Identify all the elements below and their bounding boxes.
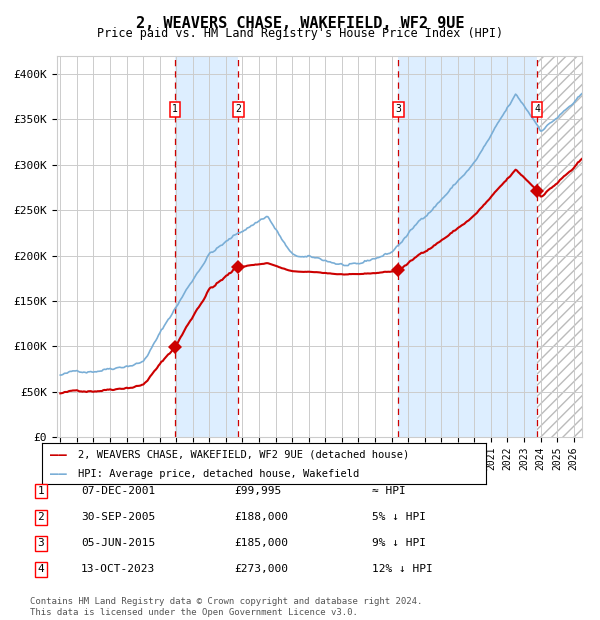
Text: 3: 3 (37, 538, 44, 548)
Text: £185,000: £185,000 (234, 538, 288, 548)
Text: 13-OCT-2023: 13-OCT-2023 (81, 564, 155, 574)
Text: 4: 4 (37, 564, 44, 574)
Text: 2, WEAVERS CHASE, WAKEFIELD, WF2 9UE: 2, WEAVERS CHASE, WAKEFIELD, WF2 9UE (136, 16, 464, 30)
Text: Price paid vs. HM Land Registry's House Price Index (HPI): Price paid vs. HM Land Registry's House … (97, 27, 503, 40)
Text: 1: 1 (172, 104, 178, 114)
Text: HPI: Average price, detached house, Wakefield: HPI: Average price, detached house, Wake… (78, 469, 359, 479)
Text: ——: —— (50, 448, 67, 461)
Bar (398, 56, 537, 437)
Text: 3: 3 (395, 104, 401, 114)
Text: £99,995: £99,995 (234, 486, 281, 496)
Text: 05-JUN-2015: 05-JUN-2015 (81, 538, 155, 548)
Text: 5% ↓ HPI: 5% ↓ HPI (372, 512, 426, 522)
Text: 07-DEC-2001: 07-DEC-2001 (81, 486, 155, 496)
Text: ——: —— (50, 467, 67, 481)
Text: 30-SEP-2005: 30-SEP-2005 (81, 512, 155, 522)
Text: ≈ HPI: ≈ HPI (372, 486, 406, 496)
Text: £273,000: £273,000 (234, 564, 288, 574)
Text: 2: 2 (37, 512, 44, 522)
Text: 2: 2 (235, 104, 241, 114)
Text: 4: 4 (534, 104, 540, 114)
Text: Contains HM Land Registry data © Crown copyright and database right 2024.
This d: Contains HM Land Registry data © Crown c… (30, 598, 422, 617)
Text: £188,000: £188,000 (234, 512, 288, 522)
Text: 1: 1 (37, 486, 44, 496)
Bar (175, 56, 238, 437)
Text: 9% ↓ HPI: 9% ↓ HPI (372, 538, 426, 548)
Text: 2, WEAVERS CHASE, WAKEFIELD, WF2 9UE (detached house): 2, WEAVERS CHASE, WAKEFIELD, WF2 9UE (de… (78, 450, 409, 459)
Text: 12% ↓ HPI: 12% ↓ HPI (372, 564, 433, 574)
Bar (537, 56, 582, 437)
